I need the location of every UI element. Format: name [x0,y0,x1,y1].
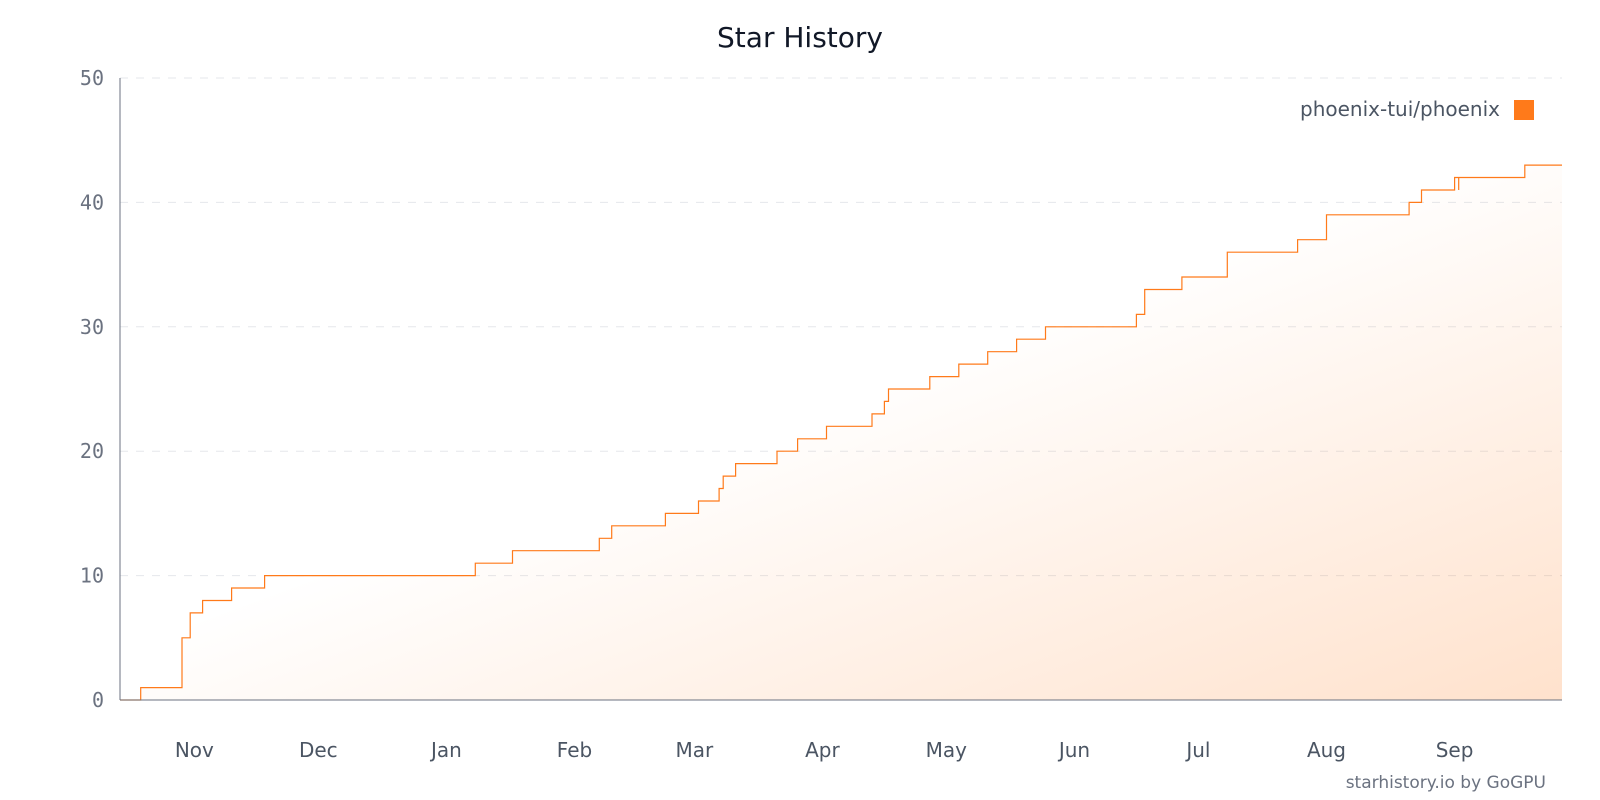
legend-swatch [1514,100,1534,120]
x-tick-label: Feb [557,738,592,762]
x-tick-label: Jul [1184,738,1210,762]
x-tick-label: Jun [1057,738,1090,762]
x-tick-label: Aug [1307,738,1346,762]
x-tick-label: May [926,738,968,762]
legend: phoenix-tui/phoenix [1300,97,1534,121]
x-tick-label: Nov [175,738,214,762]
y-tick-label: 50 [80,66,104,90]
legend-label: phoenix-tui/phoenix [1300,97,1500,121]
y-tick-label: 40 [80,190,104,214]
y-axis-ticks: 0 10 20 30 40 50 [80,66,104,712]
x-tick-label: Dec [299,738,338,762]
y-tick-label: 30 [80,315,104,339]
chart-credit: starhistory.io by GoGPU [1346,773,1546,793]
x-tick-label: Jan [429,738,462,762]
y-tick-label: 0 [92,688,104,712]
x-axis-ticks: Nov Dec Jan Feb Mar Apr May Jun Jul Aug Sep [175,738,1474,762]
y-tick-label: 20 [80,439,104,463]
chart-title: Star History [717,21,883,54]
y-tick-label: 10 [80,564,104,588]
x-tick-label: Sep [1436,738,1474,762]
x-tick-label: Mar [675,738,714,762]
x-tick-label: Apr [805,738,840,762]
series-line [120,164,1562,701]
series-area-fill [120,165,1562,701]
